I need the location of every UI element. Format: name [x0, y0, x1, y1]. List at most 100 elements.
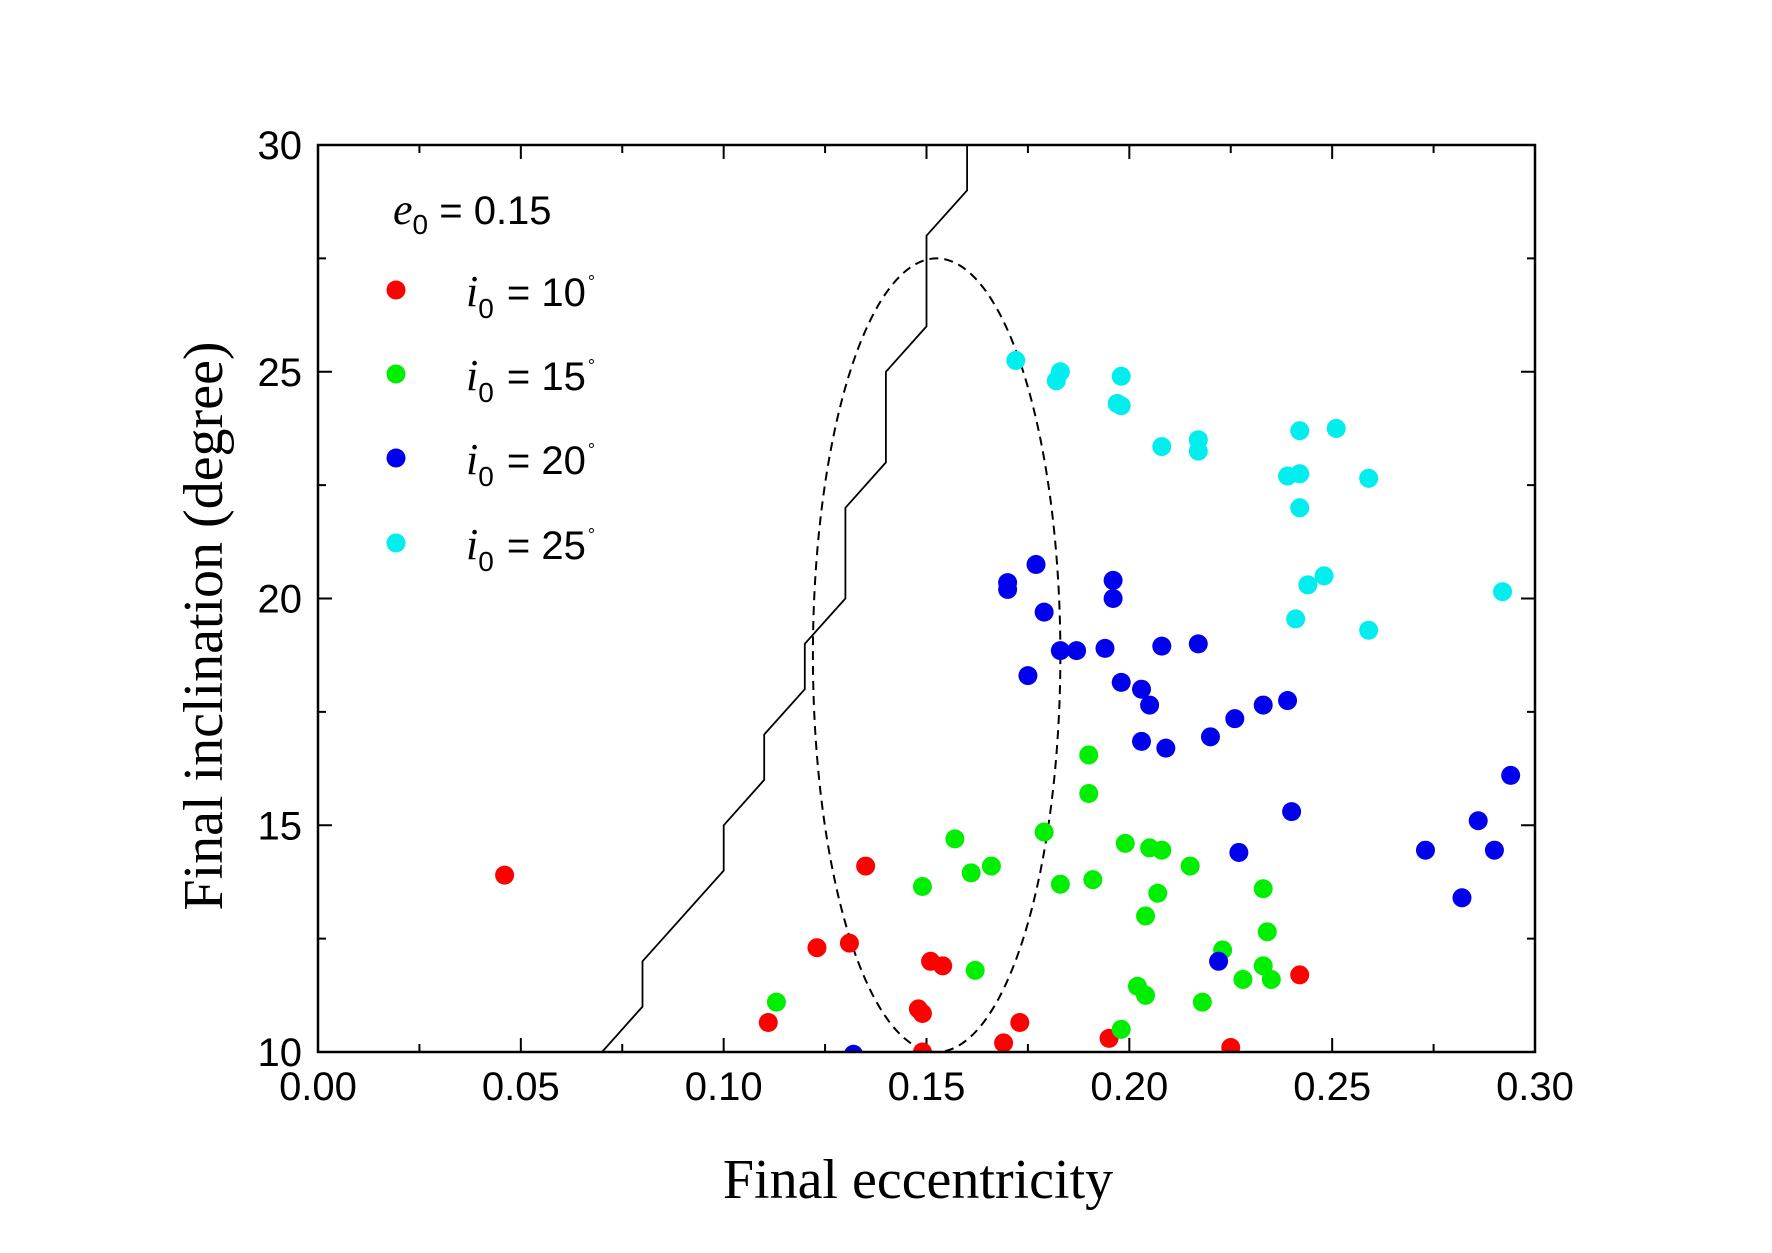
y-tick-label: 10 — [258, 1031, 303, 1075]
data-point — [1468, 811, 1488, 831]
data-point — [1156, 738, 1176, 758]
boundary-line — [601, 145, 968, 1052]
data-point — [1200, 727, 1220, 747]
legend-marker — [386, 364, 406, 384]
legend-degree: ° — [588, 440, 595, 460]
data-point — [1067, 641, 1087, 661]
legend-symbol: i — [466, 435, 478, 484]
data-point — [912, 1042, 932, 1052]
legend-value: = 10 — [496, 271, 586, 315]
data-point — [1233, 969, 1253, 989]
data-point — [1111, 672, 1131, 692]
y-tick-label: 30 — [258, 124, 303, 168]
data-point — [1493, 582, 1513, 602]
legend-subscript: 0 — [478, 293, 494, 324]
legend-symbol: i — [466, 351, 478, 400]
data-point — [1115, 833, 1135, 853]
data-point — [1415, 840, 1435, 860]
data-point — [1225, 709, 1245, 729]
legend-subscript: 0 — [478, 546, 494, 577]
legend-title-text: = 0.15 — [428, 189, 551, 233]
data-point — [961, 863, 981, 883]
legend-symbol: i — [466, 520, 478, 569]
x-tick-label: 0.30 — [1496, 1065, 1574, 1109]
data-point — [1282, 802, 1302, 822]
legend-symbol: i — [466, 267, 478, 316]
data-point — [1050, 362, 1070, 382]
legend-value: = 20 — [496, 439, 586, 483]
data-point — [1257, 922, 1277, 942]
data-point — [912, 876, 932, 896]
data-point — [1314, 566, 1334, 586]
y-axis-title: Final inclination (degree) — [173, 341, 235, 910]
series-1 — [766, 745, 1281, 1039]
legend-marker — [386, 533, 406, 553]
x-tick-label: 0.20 — [1090, 1065, 1168, 1109]
data-point — [1132, 731, 1152, 751]
x-tick-label: 0.10 — [685, 1065, 763, 1109]
series-0 — [495, 856, 1310, 1052]
data-point — [1286, 609, 1306, 629]
legend-label: i0 = 15 ° — [466, 351, 595, 408]
data-point — [495, 865, 515, 885]
data-point — [965, 960, 985, 980]
data-point — [1083, 870, 1103, 890]
data-point — [1111, 366, 1131, 386]
data-point — [1290, 498, 1310, 518]
legend-degree: ° — [588, 525, 595, 545]
data-point — [1148, 883, 1168, 903]
data-point — [1034, 602, 1054, 622]
data-point — [1290, 464, 1310, 484]
data-point — [1050, 641, 1070, 661]
data-point — [1326, 418, 1346, 438]
data-point — [1152, 636, 1172, 656]
data-point — [758, 1013, 778, 1033]
dashed-ellipse — [811, 257, 1062, 1052]
data-point — [1018, 666, 1038, 686]
legend-value: = 15 — [496, 355, 586, 399]
data-point — [998, 579, 1018, 599]
data-point — [1103, 589, 1123, 608]
legend-title: e0 = 0.15 — [393, 185, 552, 240]
data-point — [1188, 441, 1208, 461]
x-tick-label: 0.05 — [482, 1065, 560, 1109]
data-point — [1136, 906, 1156, 926]
plot-frame — [316, 143, 1537, 1054]
legend-title-symbol: e — [393, 185, 413, 234]
data-point — [1132, 679, 1152, 699]
data-point — [994, 1033, 1014, 1052]
data-point — [1152, 840, 1172, 860]
series-3 — [1006, 350, 1513, 640]
data-point — [1359, 468, 1379, 488]
legend-label: i0 = 10 ° — [466, 267, 595, 324]
tick-labels: 0.00 0.05 0.10 0.15 0.20 0.25 0.30 10 15 20 25 30 — [258, 124, 1574, 1109]
data-point — [1034, 822, 1054, 842]
legend-marker — [386, 448, 406, 468]
data-point — [1221, 1037, 1241, 1052]
x-tick-label: 0.15 — [888, 1065, 966, 1109]
y-tick-label: 25 — [258, 351, 303, 395]
legend-degree: ° — [588, 356, 595, 376]
data-point — [1452, 888, 1472, 908]
data-point — [1079, 784, 1099, 804]
y-tick-label: 20 — [258, 578, 303, 622]
data-point — [1290, 421, 1310, 441]
data-point — [1050, 874, 1070, 894]
data-point — [1006, 350, 1026, 370]
data-point — [1229, 842, 1249, 862]
data-point — [1111, 396, 1131, 416]
data-point — [807, 938, 827, 958]
data-point — [766, 992, 786, 1012]
data-point — [1095, 638, 1115, 658]
data-point — [1298, 575, 1318, 595]
data-point — [912, 1003, 932, 1023]
data-point — [1136, 985, 1156, 1005]
data-point — [1209, 951, 1229, 971]
data-point — [1140, 695, 1160, 715]
data-point — [1501, 765, 1521, 785]
data-point — [856, 856, 876, 876]
legend-entries: i0 = 10 °i0 = 15 °i0 = 20 °i0 = 25 ° — [386, 267, 595, 577]
legend-subscript: 0 — [478, 377, 494, 408]
data-point — [1192, 992, 1212, 1012]
